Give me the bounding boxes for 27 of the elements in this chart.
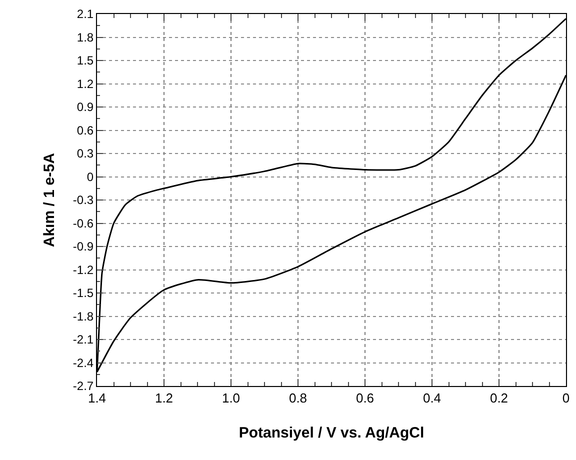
- y-tick-label: 1.5: [76, 54, 94, 68]
- x-tick-label: 0.4: [422, 390, 442, 406]
- y-tick-label: -0.6: [72, 216, 94, 230]
- y-tick-label: -1.5: [72, 286, 94, 300]
- y-tick-label: -2.7: [72, 379, 94, 394]
- y-tick-label: 0.6: [76, 123, 94, 138]
- y-tick-label: -0.3: [72, 193, 94, 208]
- x-tick-label: 0.2: [490, 390, 508, 406]
- x-tick-label: 0: [562, 390, 570, 406]
- y-tick-label: 0.3: [76, 146, 94, 161]
- x-tick-label: 1.4: [88, 390, 106, 406]
- y-tick-label: 1.2: [76, 76, 94, 91]
- y-tick-label: 2.1: [76, 7, 94, 22]
- x-tick-label: 1.2: [154, 390, 174, 406]
- y-tick-label: -2.1: [72, 332, 94, 347]
- y-tick-label: -1.2: [72, 262, 94, 277]
- y-tick-label: -2.4: [72, 356, 94, 370]
- y-axis-title: Akım / 1 e-5A: [41, 152, 58, 248]
- y-tick-label: 0: [86, 170, 94, 184]
- y-tick-label: -1.8: [72, 309, 94, 324]
- y-tick-label: 0.9: [76, 100, 94, 114]
- x-tick-label: 0.8: [288, 390, 308, 406]
- x-tick-label: 1.0: [222, 390, 240, 406]
- y-tick-label: 1.8: [76, 30, 94, 44]
- y-tick-label: -0.9: [72, 240, 94, 254]
- x-tick-label: 0.6: [356, 390, 374, 406]
- x-axis-title: Potansiyel / V vs. Ag/AgCl: [238, 424, 424, 442]
